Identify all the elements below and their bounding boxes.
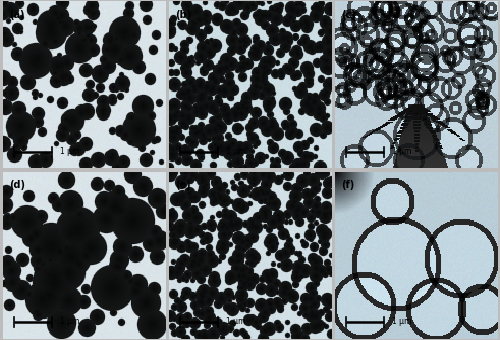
Text: 1 μm: 1 μm bbox=[392, 147, 411, 156]
Text: (b): (b) bbox=[176, 10, 192, 20]
Text: (d): (d) bbox=[10, 180, 26, 190]
Text: (a): (a) bbox=[10, 10, 25, 20]
Text: (e): (e) bbox=[176, 180, 191, 190]
Text: (f): (f) bbox=[342, 180, 355, 190]
Text: 1 μm: 1 μm bbox=[392, 318, 411, 326]
Text: 1 μm: 1 μm bbox=[226, 147, 246, 156]
Text: 1 μm: 1 μm bbox=[226, 318, 246, 326]
Text: (c): (c) bbox=[342, 10, 356, 20]
Text: 1 μm: 1 μm bbox=[60, 147, 80, 156]
Text: 1 μm: 1 μm bbox=[60, 318, 80, 326]
